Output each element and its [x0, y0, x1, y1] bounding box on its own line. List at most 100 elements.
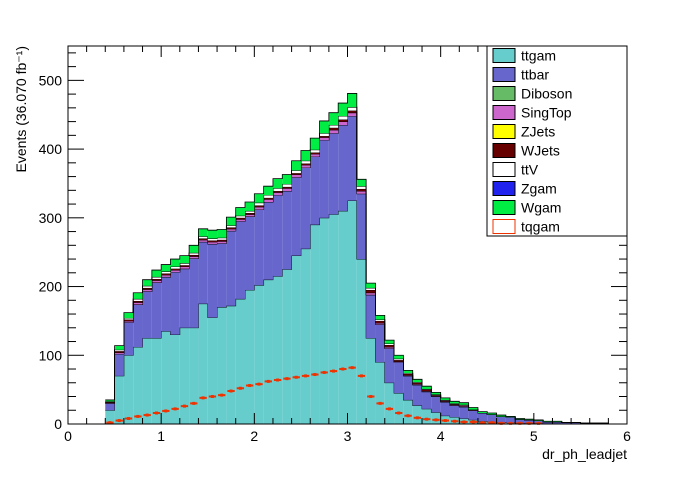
bar-ttbar-22	[310, 156, 320, 225]
legend-swatch-ZJets	[492, 124, 516, 139]
bar-Wgam-31	[394, 355, 404, 359]
bar-Wgam-36	[440, 397, 450, 400]
bar-WJets-21	[300, 163, 311, 165]
bar-ttV-27	[356, 186, 367, 189]
bar-SingTop-13	[226, 228, 236, 231]
signal-point-19	[285, 377, 289, 381]
bar-ttgam-13	[226, 305, 236, 424]
bar-ttgam-24	[328, 214, 339, 424]
y-axis-label: Events (36.070 fb⁻¹)	[13, 46, 29, 172]
bar-ttgam-11	[207, 317, 218, 424]
bar-ttbar-19	[282, 191, 292, 270]
bar-ttgam-33	[412, 405, 423, 424]
signal-point-15	[248, 384, 252, 388]
x-tick-label-6: 6	[623, 428, 631, 444]
signal-point-5	[155, 411, 159, 415]
bar-ttbar-5	[151, 282, 162, 339]
bar-ttbar-24	[328, 133, 339, 215]
bar-WJets-10	[198, 238, 208, 240]
legend-label-ttgam: ttgam	[521, 48, 556, 64]
x-tick-label-1: 1	[157, 428, 165, 444]
bar-SingTop-6	[161, 274, 171, 277]
bar-SingTop-17	[263, 199, 273, 203]
signal-point-34	[425, 417, 429, 421]
bar-Wgam-23	[319, 120, 329, 134]
legend: ttgam ttbar Diboson SingTop ZJets WJets ttV Zga…	[486, 45, 628, 237]
bar-WJets-23	[319, 136, 329, 138]
bar-WJets-14	[235, 217, 246, 220]
bar-ttV-12	[217, 237, 227, 240]
bar-ttgam-6	[161, 331, 171, 424]
bar-ttbar-42	[496, 416, 506, 423]
bar-ttgam-12	[217, 307, 227, 424]
bar-ttbar-27	[356, 193, 367, 260]
bar-SingTop-29	[375, 322, 385, 325]
signal-point-12	[220, 393, 224, 397]
legend-swatch-ttV	[492, 162, 516, 177]
bar-Wgam-27	[356, 179, 367, 187]
bar-ttgam-2	[123, 355, 134, 424]
bar-ttbar-23	[319, 140, 329, 218]
bar-Wgam-37	[449, 401, 460, 404]
bar-ttgam-5	[151, 338, 162, 424]
bar-ttV-3	[133, 298, 143, 301]
bar-SingTop-27	[356, 191, 367, 194]
bar-ttV-23	[319, 133, 329, 137]
bar-ttbar-48	[552, 421, 562, 424]
signal-point-37	[453, 419, 457, 423]
signal-point-29	[378, 401, 382, 405]
bar-Wgam-18	[272, 178, 283, 189]
signal-point-9	[192, 401, 196, 405]
bar-Wgam-17	[263, 186, 273, 196]
bar-ttbar-8	[179, 268, 190, 328]
bar-ttbar-9	[189, 258, 199, 328]
bar-SingTop-10	[198, 239, 208, 242]
bar-ttV-2	[123, 318, 134, 320]
x-axis-label: dr_ph_leadjet	[542, 446, 627, 462]
bar-WJets-3	[133, 300, 143, 303]
legend-label-ttV: ttV	[521, 162, 539, 178]
bar-ttbar-7	[170, 272, 180, 335]
bar-Wgam-1	[114, 345, 124, 350]
bar-SingTop-23	[319, 137, 329, 141]
bar-Wgam-24	[328, 112, 339, 126]
bar-ttgam-9	[189, 327, 199, 424]
bar-ttbar-37	[449, 405, 460, 418]
bar-ttV-8	[179, 263, 190, 266]
bar-ttgam-29	[375, 362, 385, 424]
bar-Wgam-41	[487, 413, 497, 415]
bar-ttgam-20	[291, 255, 301, 424]
bar-ttV-20	[291, 170, 301, 174]
bar-ttbar-14	[235, 221, 246, 299]
bar-ttV-9	[189, 252, 199, 255]
bar-WJets-1	[114, 351, 124, 353]
y-tick-label-3: 300	[39, 210, 63, 226]
bar-SingTop-14	[235, 219, 246, 222]
bar-WJets-5	[151, 278, 162, 281]
bar-ttgam-8	[179, 327, 190, 424]
bar-ttV-18	[272, 188, 283, 192]
bar-Wgam-2	[123, 312, 134, 319]
signal-point-3	[136, 414, 140, 418]
y-tick-label-1: 100	[39, 347, 63, 363]
signal-point-26	[350, 366, 354, 370]
bar-Wgam-38	[459, 402, 469, 405]
signal-point-20	[294, 375, 298, 379]
signal-point-36	[443, 419, 447, 423]
bar-Wgam-22	[310, 138, 320, 150]
legend-label-Zgam: Zgam	[521, 181, 557, 197]
bar-WJets-34	[422, 389, 432, 392]
bar-WJets-32	[403, 373, 413, 376]
bar-ttbar-4	[142, 291, 152, 339]
bar-WJets-11	[207, 240, 218, 242]
bar-ttbar-3	[133, 304, 143, 348]
bar-ttbar-30	[384, 348, 395, 383]
bar-Wgam-30	[384, 340, 395, 344]
bar-ttbar-2	[123, 322, 134, 356]
bar-Wgam-6	[161, 264, 171, 272]
bar-ttbar-16	[254, 209, 264, 286]
bar-Wgam-32	[403, 370, 413, 374]
bar-Wgam-40	[477, 411, 488, 414]
y-tick-label-4: 400	[39, 141, 63, 157]
bar-Wgam-7	[170, 259, 180, 267]
